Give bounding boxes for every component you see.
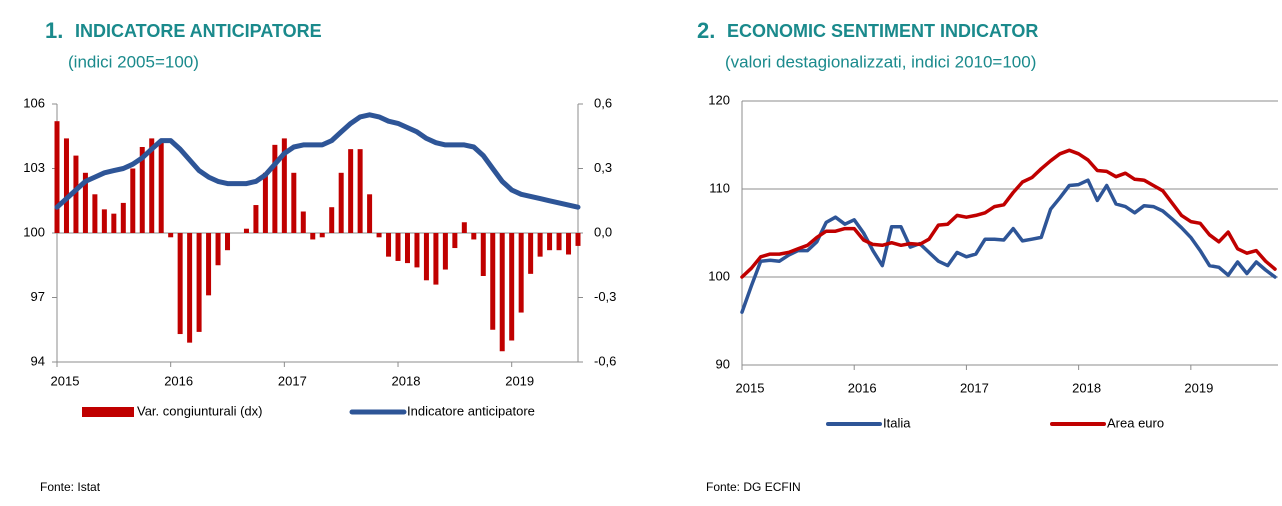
y2-tick-label: 0,3 bbox=[594, 160, 612, 175]
bar bbox=[452, 233, 458, 249]
bar bbox=[395, 233, 401, 261]
bar bbox=[414, 233, 420, 268]
bar bbox=[54, 121, 60, 233]
chart-subtitle: (indici 2005=100) bbox=[68, 52, 199, 71]
bar bbox=[225, 233, 231, 251]
bar bbox=[423, 233, 429, 281]
chart-number: 2. bbox=[697, 18, 715, 43]
y-tick-label: 90 bbox=[716, 356, 730, 371]
y-tick-label: 100 bbox=[23, 224, 45, 239]
x-tick-label: 2015 bbox=[51, 373, 80, 388]
chart-subtitle: (valori destagionalizzati, indici 2010=1… bbox=[725, 52, 1036, 71]
bar bbox=[120, 202, 126, 233]
bar bbox=[291, 172, 297, 233]
bar bbox=[537, 233, 543, 257]
legend-swatch bbox=[82, 407, 134, 417]
legend-label: Italia bbox=[883, 415, 911, 430]
bar bbox=[262, 172, 268, 233]
bar bbox=[376, 233, 382, 238]
bar bbox=[92, 194, 98, 233]
x-tick-label: 2017 bbox=[960, 380, 989, 395]
x-tick-label: 2018 bbox=[1072, 380, 1101, 395]
bar bbox=[158, 142, 164, 233]
y-tick-label: 120 bbox=[708, 92, 730, 107]
bar bbox=[338, 172, 344, 233]
y-tick-label: 106 bbox=[23, 95, 45, 110]
bar bbox=[357, 149, 363, 233]
y-tick-label: 94 bbox=[31, 353, 45, 368]
bar bbox=[168, 233, 174, 238]
bar bbox=[63, 138, 69, 233]
bar bbox=[310, 233, 316, 240]
chart-title: ECONOMIC SENTIMENT INDICATOR bbox=[727, 21, 1038, 41]
bar bbox=[480, 233, 486, 276]
x-tick-label: 2017 bbox=[278, 373, 307, 388]
bar bbox=[442, 233, 448, 270]
bar bbox=[386, 233, 392, 257]
bar bbox=[556, 233, 562, 251]
legend-label: Area euro bbox=[1107, 415, 1164, 430]
bar bbox=[187, 233, 193, 343]
bar bbox=[149, 138, 155, 233]
y-tick-label: 103 bbox=[23, 160, 45, 175]
bar bbox=[73, 155, 79, 233]
bar bbox=[272, 144, 278, 233]
source: Fonte: Istat bbox=[40, 480, 101, 494]
bar bbox=[547, 233, 553, 251]
bar bbox=[281, 138, 287, 233]
bar bbox=[329, 207, 335, 233]
chart-title: INDICATORE ANTICIPATORE bbox=[75, 21, 322, 41]
bar bbox=[518, 233, 524, 313]
legend-label: Indicatore anticipatore bbox=[407, 403, 535, 418]
bar bbox=[177, 233, 183, 335]
bar bbox=[253, 205, 259, 233]
y2-tick-label: -0,6 bbox=[594, 353, 616, 368]
legend-label: Var. congiunturali (dx) bbox=[137, 403, 263, 418]
bar bbox=[82, 172, 88, 233]
bar bbox=[499, 233, 505, 352]
bar bbox=[243, 228, 249, 233]
line bbox=[54, 112, 581, 210]
y2-tick-label: 0,0 bbox=[594, 224, 612, 239]
y2-tick-label: 0,6 bbox=[594, 95, 612, 110]
x-tick-label: 2019 bbox=[1184, 380, 1213, 395]
bar bbox=[206, 233, 212, 296]
line bbox=[740, 148, 1277, 279]
bar bbox=[490, 233, 496, 330]
x-tick-label: 2016 bbox=[164, 373, 193, 388]
bar bbox=[319, 233, 325, 238]
bar bbox=[471, 233, 477, 240]
x-tick-label: 2019 bbox=[505, 373, 534, 388]
bar bbox=[111, 213, 117, 233]
bar bbox=[404, 233, 410, 264]
y-tick-label: 100 bbox=[708, 268, 730, 283]
bar bbox=[348, 149, 354, 233]
line bbox=[740, 178, 1277, 314]
bar bbox=[300, 211, 306, 233]
y-tick-label: 97 bbox=[31, 289, 45, 304]
y2-tick-label: -0,3 bbox=[594, 289, 616, 304]
bar bbox=[509, 233, 515, 341]
bar bbox=[433, 233, 439, 285]
bar bbox=[461, 222, 467, 233]
bar bbox=[566, 233, 572, 255]
bar bbox=[196, 233, 202, 332]
bar bbox=[101, 209, 107, 233]
x-tick-label: 2018 bbox=[392, 373, 421, 388]
bar bbox=[130, 168, 136, 233]
bar bbox=[575, 233, 581, 246]
source: Fonte: DG ECFIN bbox=[706, 480, 801, 494]
x-tick-label: 2015 bbox=[736, 380, 765, 395]
bar bbox=[528, 233, 534, 274]
bar bbox=[367, 194, 373, 233]
bar bbox=[139, 147, 145, 233]
x-tick-label: 2016 bbox=[848, 380, 877, 395]
bar bbox=[215, 233, 221, 266]
y-tick-label: 110 bbox=[709, 180, 730, 195]
chart-number: 1. bbox=[45, 18, 63, 43]
